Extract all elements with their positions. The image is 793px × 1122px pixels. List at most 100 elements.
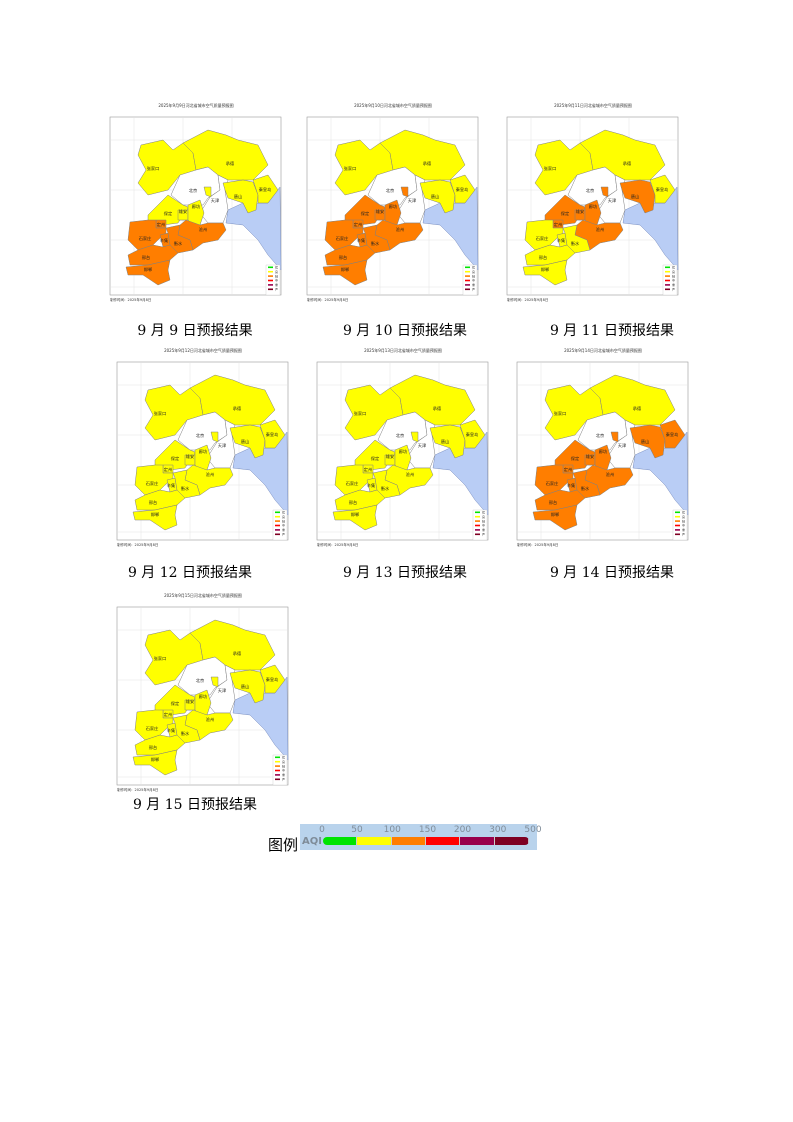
aqi-segment [494,837,529,845]
map-legend-label: 中 [682,523,685,528]
city-label: 承德 [433,405,442,412]
city-label: 保定 [571,455,579,462]
map-legend-swatch [275,778,280,781]
map-legend-swatch [465,279,470,282]
city-label: 保定 [164,210,172,217]
aqi-segment [391,837,426,845]
city-label: 承德 [633,405,642,412]
region-衡水 [172,714,201,744]
city-label: 石家庄 [146,725,159,732]
map-legend-swatch [475,533,480,536]
region-衡水 [562,224,591,254]
map-legend-label: 重 [282,527,285,532]
city-label: 唐山 [234,193,242,200]
city-label: 邢台 [149,499,157,506]
map-legend-label: 严 [282,778,285,782]
city-label: 沧州 [596,226,604,233]
region-廊坊北 [600,186,609,198]
aqi-segment [425,837,461,845]
aqi-ticks: 0 50 100 150 200 300 500 [319,825,541,836]
map-legend-swatch [275,520,280,522]
region-衡水 [362,224,391,254]
region-唐山 [419,179,456,214]
city-label: 北京 [586,187,594,194]
region-秦皇岛 [252,174,279,204]
city-label: 辛集 [167,727,176,734]
city-label: 邯郸 [144,266,152,273]
city-label: 承德 [226,160,235,167]
city-label: 张家口 [354,410,367,417]
region-衡水 [165,224,194,254]
forecast-map-0: 2025年9月9日河北省城市空气质量预报图 张家口 承德 北京 天津 唐山 秦皇岛 保定 雄安廊… [108,95,298,305]
region-廊坊北 [610,431,619,443]
city-label: 衡水 [174,240,183,247]
region-秦皇岛 [649,174,676,204]
map-legend-swatch [275,529,280,531]
map-caption-4: 9 月 13 日预报结果 [342,565,468,581]
map-legend-label: 中 [672,278,675,283]
map-legend-label: 优 [282,755,285,760]
city-label: 石家庄 [536,235,549,242]
map-legend-label: 轻 [482,518,485,523]
map-legend-swatch [275,515,280,518]
region-廊坊北 [210,431,219,443]
region-秦皇岛 [259,664,286,694]
region-唐山 [229,424,266,459]
aqi-segment [357,837,392,845]
map-legend-label: 严 [482,533,485,537]
map-footer: 制作时间：2025年9月8日 [110,297,151,302]
region-廊坊北 [400,186,409,198]
region-唐山 [619,179,656,214]
city-label: 秦皇岛 [259,186,272,193]
city-label: 张家口 [544,165,557,172]
city-label: 雄安 [186,453,194,460]
map-legend-label: 优 [472,265,475,270]
map-legend-swatch [275,533,280,536]
city-label: 邯郸 [151,756,159,763]
city-label: 秦皇岛 [456,186,469,193]
map-legend-label: 优 [682,510,685,515]
map-legend-swatch [475,515,480,518]
city-label: 保定 [371,455,379,462]
map-caption-0: 9 月 9 日预报结果 [137,323,253,339]
city-label: 沧州 [206,716,214,723]
map-legend-label: 良 [282,514,285,519]
map-legend-label: 轻 [282,763,285,768]
map-legend-swatch [465,270,470,273]
region-衡水 [372,469,401,499]
map-legend-swatch [275,769,280,772]
region-衡水 [572,469,601,499]
city-label: 廊坊 [599,448,607,455]
map-legend-label: 重 [282,772,285,777]
map-footer: 制作时间：2025年9月8日 [117,542,158,547]
city-label: 天津 [408,197,416,204]
city-label: 沧州 [206,471,214,478]
map-legend-swatch [268,266,273,269]
aqi-tick: 150 [418,825,437,835]
region-石家庄 [134,709,174,741]
region-石家庄 [524,219,564,251]
region-石家庄 [134,464,174,496]
city-label: 沧州 [199,226,207,233]
map-legend-label: 重 [482,527,485,532]
region-唐山 [429,424,466,459]
region-邢台 [134,489,186,511]
map-legend-label: 重 [472,282,475,287]
city-label: 天津 [218,687,226,694]
city-label: 邢台 [149,744,157,751]
aqi-tick: 0 [319,825,325,835]
map-title: 2025年9月12日河北省城市空气质量预报图 [164,347,242,353]
aqi-segment [323,837,358,845]
map-legend-swatch [665,279,670,282]
region-邢台 [324,244,376,266]
city-label: 定州 [157,221,165,228]
region-邢台 [334,489,386,511]
map-caption-3: 9 月 12 日预报结果 [127,565,253,581]
city-label: 雄安 [386,453,394,460]
map-legend-label: 优 [482,510,485,515]
city-label: 定州 [164,711,172,718]
map-legend-label: 重 [275,282,278,287]
